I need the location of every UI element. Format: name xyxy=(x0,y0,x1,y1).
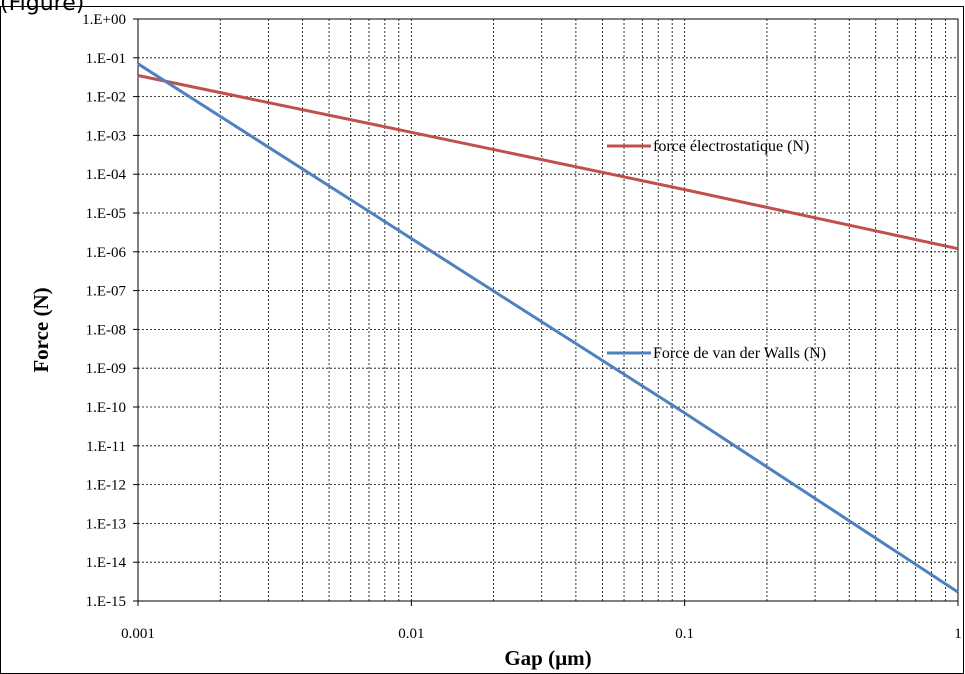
y-tick-label: 1.E-11 xyxy=(86,439,126,455)
series-line-van-der-walls xyxy=(137,62,959,594)
y-tick-label: 1.E-03 xyxy=(86,128,126,144)
y-tick-label: 1.E-09 xyxy=(86,361,126,377)
y-tick-label: 1.E-15 xyxy=(86,594,126,610)
x-tick-label: 0.001 xyxy=(121,626,155,642)
y-tick-label: 1.E-14 xyxy=(86,555,127,571)
y-tick-label: 1.E-02 xyxy=(86,90,126,106)
series-layer xyxy=(137,62,959,594)
grid xyxy=(137,18,959,602)
x-axis-title: Gap (µm) xyxy=(504,646,591,670)
y-tick-label: 1.E-01 xyxy=(86,51,126,67)
x-tick-label: 0.01 xyxy=(398,626,424,642)
plot-area-frame xyxy=(137,18,959,602)
plot-area xyxy=(138,19,958,601)
y-tick-label: 1.E-04 xyxy=(86,167,127,183)
legend-label: force électrostatique (N) xyxy=(653,138,809,155)
x-tick-label: 0.1 xyxy=(675,626,694,642)
legend-label: Force de van der Walls (N) xyxy=(653,345,826,362)
legend: force électrostatique (N) Force de van de… xyxy=(607,138,826,362)
y-tick-label: 1.E-12 xyxy=(86,478,126,494)
x-tick-label: 1 xyxy=(954,626,962,642)
y-tick-label: 1.E-13 xyxy=(86,516,126,532)
cropped-figure-title: (Figure) xyxy=(0,0,85,16)
y-axis-title: Force (N) xyxy=(29,287,53,372)
y-tick-label: 1.E-05 xyxy=(86,206,126,222)
y-tick-label: 1.E+00 xyxy=(82,12,126,28)
y-axis-ticks: 1.E+00 1.E-01 1.E-02 1.E-03 1.E-04 1.E-05 1.E-… xyxy=(82,12,138,610)
y-tick-label: 1.E-08 xyxy=(86,322,126,338)
series-line-electrostatic xyxy=(137,74,959,251)
y-tick-label: 1.E-07 xyxy=(86,284,127,300)
y-tick-label: 1.E-10 xyxy=(86,400,126,416)
y-tick-label: 1.E-06 xyxy=(86,245,127,261)
x-axis-ticks: 0.001 0.01 0.1 1 xyxy=(121,601,962,642)
